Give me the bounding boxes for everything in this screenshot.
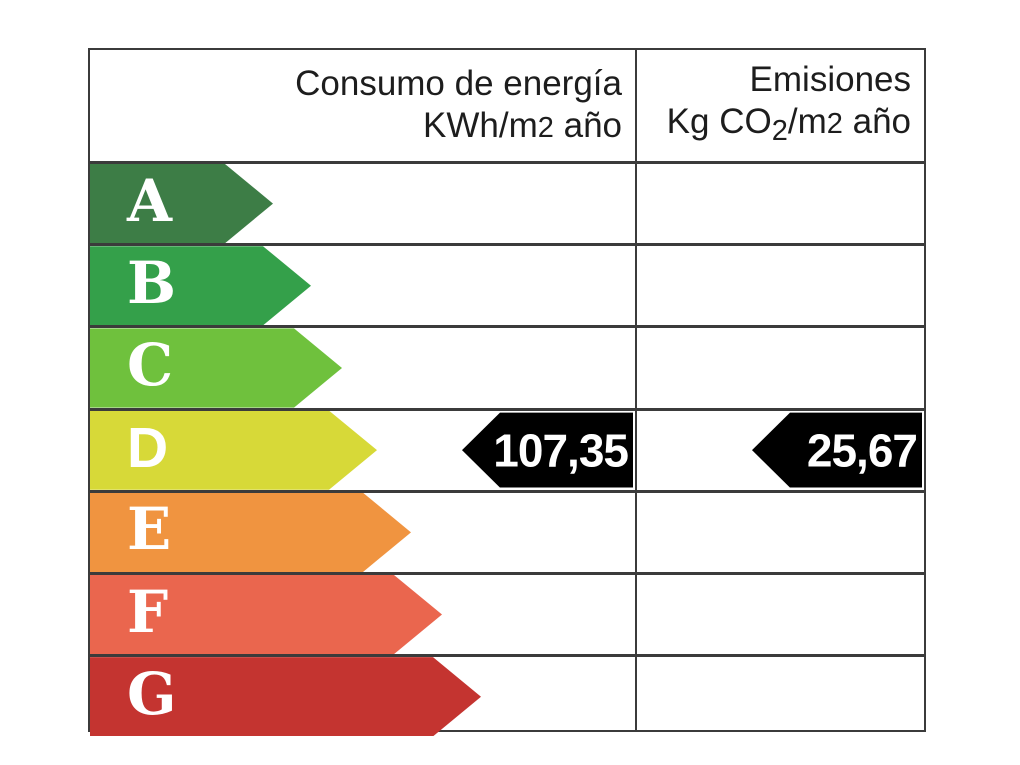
consumption-column-header: Consumo de energía KWh/m2 año: [90, 50, 635, 161]
rating-arrow-b-icon: B: [90, 246, 311, 325]
consumption-header-title: Consumo de energía: [295, 63, 622, 103]
rating-row-d: D 107,35 25,67: [90, 407, 924, 490]
table-header: Consumo de energía KWh/m2 año Emisiones …: [90, 50, 924, 161]
rating-letter-f: F: [127, 577, 169, 646]
rating-row-c: C: [90, 325, 924, 407]
rating-letter-d: D: [127, 415, 169, 480]
emissions-value: 25,67: [806, 424, 918, 477]
rating-arrow-f-icon: F: [90, 575, 442, 654]
consumption-value: 107,35: [493, 424, 629, 477]
emissions-header-units: Kg CO2/m2 año: [666, 102, 911, 147]
emissions-header-title: Emisiones: [749, 60, 911, 99]
rating-arrow-d-icon: D: [90, 411, 377, 490]
rating-letter-e: E: [127, 495, 172, 564]
rating-arrow-g-icon: G: [90, 657, 481, 736]
rating-arrow-e-icon: E: [90, 493, 411, 572]
rating-row-g: G: [90, 654, 924, 736]
rating-arrow-c-icon: C: [90, 328, 342, 407]
rating-arrow-a-icon: A: [90, 164, 273, 243]
rating-row-a: A: [90, 161, 924, 243]
rating-letter-a: A: [127, 166, 173, 235]
emissions-value-arrow-icon: 25,67: [752, 412, 922, 488]
rating-row-b: B: [90, 243, 924, 325]
energy-rating-table: Consumo de energía KWh/m2 año Emisiones …: [88, 48, 926, 732]
consumption-value-arrow-icon: 107,35: [462, 412, 633, 488]
rating-row-f: F: [90, 571, 924, 654]
emissions-column-header: Emisiones Kg CO2/m2 año: [635, 50, 924, 161]
consumption-header-units: KWh/m2 año: [423, 105, 622, 145]
rating-letter-c: C: [127, 330, 174, 399]
rating-row-e: E: [90, 489, 924, 572]
rating-letter-g: G: [127, 659, 177, 728]
rating-letter-b: B: [127, 248, 177, 317]
column-divider: [635, 50, 637, 730]
